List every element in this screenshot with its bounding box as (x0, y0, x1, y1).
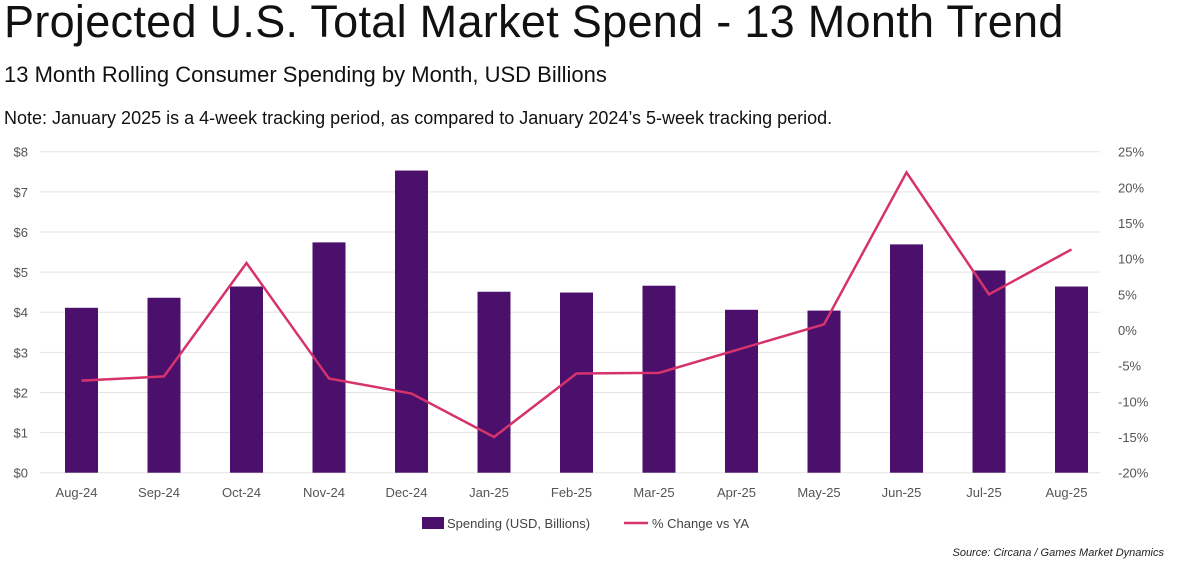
y-left-tick: $1 (14, 426, 28, 441)
y-right-tick: 10% (1118, 252, 1144, 267)
bar (65, 307, 98, 473)
bar (1055, 286, 1088, 473)
x-tick: Apr-25 (717, 485, 756, 500)
x-tick: Jul-25 (966, 485, 1001, 500)
source-note: Source: Circana / Games Market Dynamics (952, 547, 1164, 559)
y-right-tick: -20% (1118, 466, 1149, 481)
x-tick: Oct-24 (222, 485, 261, 500)
y-right-tick: -5% (1118, 359, 1142, 374)
bar (147, 297, 181, 473)
x-tick: Jun-25 (882, 485, 922, 500)
bar (230, 286, 263, 473)
y-right-tick: 25% (1118, 145, 1144, 160)
y-right-tick: 0% (1118, 323, 1137, 338)
bar (395, 170, 428, 473)
y-right-tick: -15% (1118, 430, 1149, 445)
y-left-tick: $2 (14, 385, 28, 400)
bar (890, 244, 923, 473)
bar (477, 291, 511, 473)
x-tick: Dec-24 (386, 485, 428, 500)
y-right-tick: 5% (1118, 287, 1137, 302)
x-tick: Nov-24 (303, 485, 345, 500)
chart-note: Note: January 2025 is a 4-week tracking … (4, 108, 833, 128)
page-title: Projected U.S. Total Market Spend - 13 M… (4, 0, 1064, 47)
bar (807, 310, 841, 473)
chart-subtitle: 13 Month Rolling Consumer Spending by Mo… (4, 62, 607, 87)
y-right-tick: 20% (1118, 180, 1144, 195)
legend-swatch-bar (422, 517, 444, 529)
x-tick: Jan-25 (469, 485, 509, 500)
legend-label-line: % Change vs YA (652, 516, 749, 531)
y-left-tick: $8 (14, 145, 28, 160)
bar (642, 285, 676, 473)
y-left-tick: $6 (14, 225, 28, 240)
x-tick: Aug-24 (56, 485, 98, 500)
x-tick: Feb-25 (551, 485, 592, 500)
y-right-tick: -10% (1118, 394, 1149, 409)
legend-label-bar: Spending (USD, Billions) (447, 516, 590, 531)
y-left-tick: $5 (14, 265, 28, 280)
x-tick: May-25 (797, 485, 840, 500)
x-tick: Sep-24 (138, 485, 180, 500)
y-right-tick: 15% (1118, 216, 1144, 231)
x-tick: Mar-25 (633, 485, 674, 500)
y-left-tick: $0 (14, 466, 28, 481)
y-left-tick: $4 (14, 305, 28, 320)
y-left-tick: $7 (14, 185, 28, 200)
bar (312, 242, 346, 473)
y-left-tick: $3 (14, 345, 28, 360)
bar (972, 270, 1006, 473)
x-tick: Aug-25 (1046, 485, 1088, 500)
bar (725, 309, 758, 473)
